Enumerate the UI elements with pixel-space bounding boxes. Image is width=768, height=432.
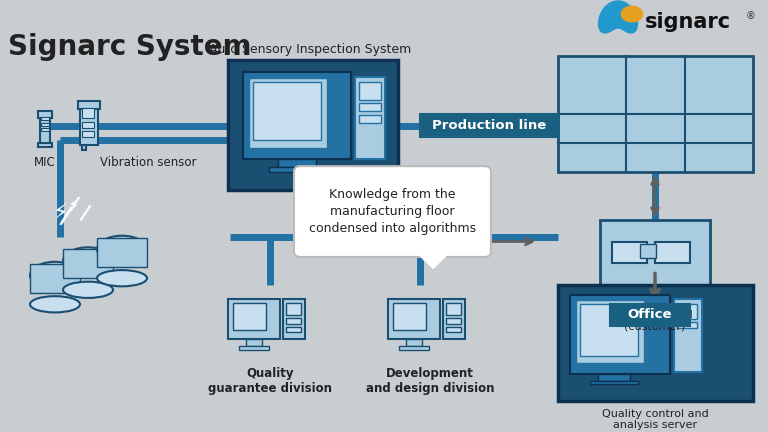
Text: Development
and design division: Development and design division [366,367,495,395]
Text: Auto Sensory Inspection System: Auto Sensory Inspection System [209,43,411,56]
FancyBboxPatch shape [294,166,491,257]
FancyBboxPatch shape [41,128,49,131]
FancyBboxPatch shape [228,60,398,191]
FancyBboxPatch shape [82,131,94,137]
Ellipse shape [30,296,80,312]
Text: ⚡: ⚡ [68,197,80,215]
Text: Vibration sensor: Vibration sensor [100,156,197,169]
FancyBboxPatch shape [97,238,147,267]
Text: ⚡: ⚡ [52,204,68,224]
FancyBboxPatch shape [38,143,52,147]
FancyBboxPatch shape [286,318,301,324]
FancyBboxPatch shape [228,299,280,339]
FancyBboxPatch shape [269,167,325,172]
Polygon shape [598,1,637,33]
FancyBboxPatch shape [286,303,301,315]
FancyBboxPatch shape [640,245,656,258]
Ellipse shape [97,236,147,263]
FancyBboxPatch shape [249,78,327,148]
FancyBboxPatch shape [239,346,269,350]
FancyBboxPatch shape [246,339,262,346]
FancyBboxPatch shape [359,82,381,99]
FancyBboxPatch shape [41,117,49,120]
FancyBboxPatch shape [655,241,690,263]
Text: /: / [78,203,91,224]
Text: Knowledge from the
manufacturing floor
condensed into algorithms: Knowledge from the manufacturing floor c… [309,188,476,235]
Text: Control panel
(customer): Control panel (customer) [617,310,693,332]
FancyBboxPatch shape [443,299,465,339]
FancyBboxPatch shape [393,303,426,330]
FancyBboxPatch shape [576,300,644,363]
FancyBboxPatch shape [82,122,94,127]
FancyBboxPatch shape [82,145,86,150]
FancyBboxPatch shape [283,299,305,339]
FancyBboxPatch shape [677,304,697,319]
FancyBboxPatch shape [674,299,702,372]
FancyBboxPatch shape [558,56,753,172]
Ellipse shape [63,282,113,298]
Ellipse shape [63,247,113,274]
FancyBboxPatch shape [406,339,422,346]
Text: Quality
guarantee division: Quality guarantee division [208,367,332,395]
FancyBboxPatch shape [610,304,690,326]
FancyBboxPatch shape [359,115,381,123]
FancyBboxPatch shape [590,381,638,384]
Ellipse shape [30,262,80,289]
FancyBboxPatch shape [278,159,316,167]
Text: ®: ® [746,12,756,22]
FancyBboxPatch shape [446,318,461,324]
Text: Office: Office [627,308,672,321]
FancyBboxPatch shape [82,108,94,118]
FancyBboxPatch shape [420,114,558,137]
FancyBboxPatch shape [38,111,52,118]
FancyBboxPatch shape [78,102,100,109]
FancyBboxPatch shape [446,327,461,332]
FancyBboxPatch shape [243,73,351,159]
Text: Quality control and
analysis server: Quality control and analysis server [602,409,709,430]
Text: /: / [68,194,80,215]
FancyBboxPatch shape [399,346,429,350]
FancyBboxPatch shape [600,220,710,302]
FancyBboxPatch shape [359,103,381,111]
FancyBboxPatch shape [253,82,321,140]
Text: MIC: MIC [34,156,56,169]
Text: Production line: Production line [432,119,546,132]
FancyBboxPatch shape [570,295,670,374]
FancyBboxPatch shape [677,322,697,328]
FancyBboxPatch shape [40,116,50,143]
FancyBboxPatch shape [355,77,385,159]
Polygon shape [415,250,452,269]
Polygon shape [621,6,643,22]
Text: /: / [58,203,73,229]
FancyBboxPatch shape [286,327,301,332]
FancyBboxPatch shape [388,299,440,339]
FancyBboxPatch shape [30,264,80,293]
FancyBboxPatch shape [41,123,49,126]
FancyBboxPatch shape [612,241,647,263]
FancyBboxPatch shape [558,285,753,401]
FancyBboxPatch shape [446,303,461,315]
Ellipse shape [97,270,147,286]
FancyBboxPatch shape [598,374,630,381]
FancyBboxPatch shape [233,303,266,330]
FancyBboxPatch shape [80,106,98,145]
Text: signarc: signarc [645,12,731,32]
FancyBboxPatch shape [580,304,638,356]
FancyBboxPatch shape [63,249,113,278]
Text: Signarc System: Signarc System [8,33,251,61]
